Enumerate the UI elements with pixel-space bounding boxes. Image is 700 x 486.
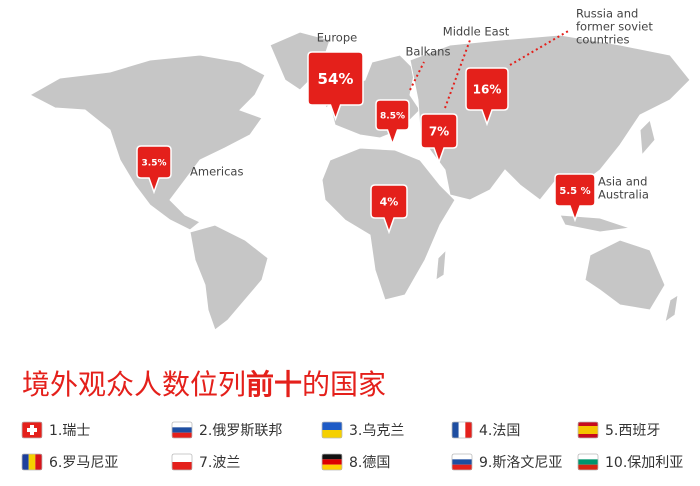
- country-name: 10.保加利亚: [605, 455, 683, 471]
- flag: [577, 453, 599, 471]
- title-part: 前十: [246, 368, 302, 401]
- flag-stripe: [35, 454, 42, 470]
- flag-border: [577, 453, 599, 471]
- flag-stripe: [578, 426, 598, 434]
- pin-label: 54%: [318, 70, 354, 88]
- pin-label: 4%: [380, 196, 399, 209]
- japan: [639, 119, 656, 157]
- region-label: Asia and: [598, 175, 647, 189]
- leader-line: [444, 39, 471, 109]
- region-label: Europe: [317, 31, 357, 45]
- title: 境外观众人数位列前十的国家: [22, 368, 386, 401]
- pin-label: 16%: [473, 83, 502, 97]
- flag: [321, 453, 343, 471]
- flag-stripe: [578, 434, 598, 438]
- flag-stripe: [322, 459, 342, 465]
- country-name: 1.瑞士: [49, 423, 90, 439]
- australia: [584, 239, 666, 311]
- country-name: 7.波兰: [199, 455, 240, 471]
- flag-border: [171, 453, 193, 471]
- leader-line: [509, 29, 571, 66]
- flag-cross: [27, 428, 37, 432]
- flag-stripe: [465, 422, 472, 438]
- flag-border: [577, 421, 599, 439]
- region-label: Middle East: [443, 25, 510, 39]
- flag: [171, 453, 193, 471]
- pin: [420, 113, 458, 165]
- region-label: Russia and: [576, 7, 638, 21]
- flag-stripe: [172, 427, 192, 433]
- flag-stripe: [172, 422, 192, 428]
- country-name: 2.俄罗斯联邦: [199, 423, 282, 439]
- country-name: 5.西班牙: [605, 423, 660, 439]
- country-name: 6.罗马尼亚: [49, 455, 118, 471]
- flag-border: [21, 453, 43, 471]
- flag-stripe: [172, 462, 192, 470]
- leader-line: [409, 61, 425, 91]
- title-part: 境外观众人数位列: [22, 368, 246, 401]
- new-zealand: [664, 294, 679, 324]
- flag: [21, 453, 43, 471]
- flag: [171, 421, 193, 439]
- flag-stripe: [22, 454, 29, 470]
- flag-stripe: [322, 464, 342, 470]
- region-label: Balkans: [406, 45, 451, 59]
- world-map: [28, 31, 691, 331]
- madagascar: [435, 248, 447, 281]
- flag-stripe: [28, 454, 36, 470]
- flag: [21, 421, 43, 439]
- region-label: former soviet: [576, 20, 653, 34]
- flag-border: [321, 421, 343, 439]
- flag-stripe: [172, 432, 192, 438]
- region-label: countries: [576, 33, 629, 47]
- flag: [321, 421, 343, 439]
- region-label: Americas: [190, 165, 243, 179]
- indonesia: [559, 214, 631, 233]
- country-name: 3.乌克兰: [349, 423, 404, 439]
- flag-stripe: [172, 454, 192, 462]
- flag-stripe: [578, 454, 598, 460]
- flag-border: [451, 453, 473, 471]
- south-america: [189, 224, 269, 331]
- title-part: 的国家: [302, 368, 386, 401]
- pin: [136, 145, 172, 195]
- region-label: Australia: [598, 188, 649, 202]
- flag-border: [451, 421, 473, 439]
- flag-stripe: [578, 459, 598, 465]
- pin-label: 5.5 %: [559, 186, 590, 197]
- pin-label: 3.5%: [142, 159, 167, 169]
- flag-stripe: [322, 454, 342, 460]
- pin: [375, 99, 410, 147]
- flag-stripe: [322, 430, 342, 438]
- north-america: [28, 54, 266, 231]
- flag-border: [321, 453, 343, 471]
- flag-border: [171, 421, 193, 439]
- flag: [451, 421, 473, 439]
- flag-stripe: [452, 464, 472, 470]
- flag-stripe: [578, 464, 598, 470]
- flag: [577, 421, 599, 439]
- flag-stripe: [578, 422, 598, 426]
- pin-label: 7%: [429, 125, 449, 139]
- country-name: 4.法国: [479, 423, 520, 439]
- pins: 3.5% Americas 54% Europe 8.5% Balkans 7% Middle…: [136, 7, 653, 235]
- flag-stripe: [322, 422, 342, 430]
- country-name: 9.斯洛文尼亚: [479, 455, 562, 471]
- flag-stripe: [452, 422, 459, 438]
- flag: [451, 453, 473, 471]
- pin-label: 8.5%: [380, 112, 405, 122]
- flag-border: [21, 421, 43, 439]
- country-list: 1.瑞士 2.俄罗斯联邦 3.乌克兰 4.法国 5.西班牙 6.罗马尼亚 7.波兰 8.德国 9…: [21, 421, 683, 471]
- country-name: 8.德国: [349, 455, 390, 471]
- pin: [307, 51, 364, 122]
- flag-stripe: [452, 454, 472, 460]
- pin: [554, 173, 596, 223]
- flag-stripe: [458, 422, 466, 438]
- pin: [370, 184, 408, 235]
- pin: [465, 67, 509, 127]
- flag-stripe: [452, 459, 472, 465]
